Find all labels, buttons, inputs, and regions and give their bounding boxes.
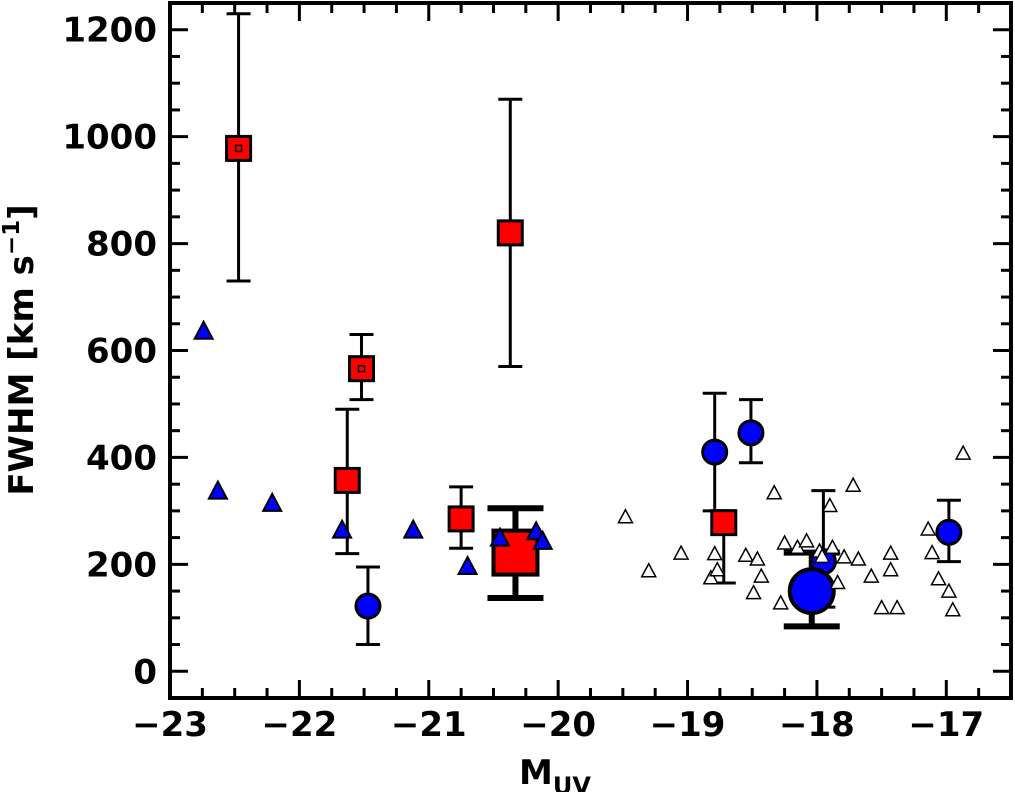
triangle-marker [192,319,215,340]
y-tick-label: 200 [86,545,157,585]
square-marker-center [357,364,366,373]
x-tick-label: −18 [779,705,855,745]
plot-frame [168,1,1013,700]
x-tick-label: −19 [650,705,726,745]
y-axis-title-close: ] [2,204,42,220]
square-marker [447,505,475,533]
y-axis-title: FWHM [km s−1] [0,204,42,495]
y-tick-label: 800 [86,225,157,265]
large-circle-marker [787,567,836,616]
open-triangle-marker [702,569,720,585]
open-triangle-marker [706,545,723,561]
open-triangle-marker [863,567,880,583]
tick-labels: −23 −22 −21 −20 −19 −18 −17 0 200 400 600 800 1000 12… [62,11,984,745]
open-triangle-marker [798,532,815,548]
x-tick-label: −20 [520,705,596,745]
open-triangle-marker [882,561,899,577]
y-tick-label: 1200 [62,11,157,51]
y-axis-title-sup: −1 [0,220,25,255]
x-tick-label: −21 [391,705,467,745]
open-triangle-marker [954,444,972,460]
open-triangle-marker [919,520,937,536]
triangle-marker [456,554,479,575]
open-triangle-marker [617,508,634,524]
x-tick-label: −23 [132,705,208,745]
open-triangle-marker [873,599,890,615]
open-triangle-marker [709,561,726,577]
square-marker [225,134,253,162]
open-triangle-marker [772,594,789,610]
open-triangle-marker [776,534,793,550]
x-axis-title-main: M [519,753,553,792]
open-triangle-marker [850,550,867,566]
open-triangle-marker [765,484,783,500]
open-triangle-marker [813,547,831,564]
open-triangle-marker [745,584,762,600]
square-marker [710,509,738,537]
open-triangle-marker [940,582,958,598]
open-triangle-marker [888,599,906,615]
axis-ticks [168,1,1013,698]
open-triangle-marker [829,573,846,590]
x-tick-label: −22 [261,705,337,745]
circle-marker [354,592,382,620]
square-marker [347,355,375,383]
open-triangle-marker [737,546,755,563]
circle-marker [935,518,963,546]
triangle-marker [261,491,283,512]
open-triangle-marker [672,544,690,560]
x-tick-label: −17 [908,705,984,745]
y-tick-label: 0 [133,652,157,692]
y-axis-title-main: FWHM [km s [2,255,42,496]
x-axis-title-sub: UV [553,772,591,792]
data-points [192,134,972,620]
triangle-marker [207,479,229,500]
open-triangle-marker [930,570,947,586]
square-marker-center [234,144,243,153]
open-triangle-marker [835,548,853,564]
circle-marker [701,438,729,466]
open-triangle-marker [944,601,962,617]
y-tick-label: 600 [86,332,157,372]
open-triangle-marker [753,567,770,583]
circle-marker [737,419,765,447]
triangle-marker [402,518,424,539]
triangle-marker [331,518,353,539]
open-triangle-marker [844,476,862,492]
open-triangle-marker [749,550,766,566]
y-tick-label: 400 [86,438,157,478]
open-triangle-marker [821,496,839,513]
triangle-marker [531,529,554,550]
open-triangle-marker [640,562,657,578]
open-triangle-marker [882,544,899,560]
square-marker [496,219,524,247]
y-tick-label: 1000 [62,118,157,158]
triangle-marker [489,526,511,547]
open-triangle-marker [824,538,841,554]
open-triangle-marker [923,544,941,560]
x-axis-title: MUV [519,753,591,792]
error-bars [226,12,961,647]
square-marker [333,466,361,494]
